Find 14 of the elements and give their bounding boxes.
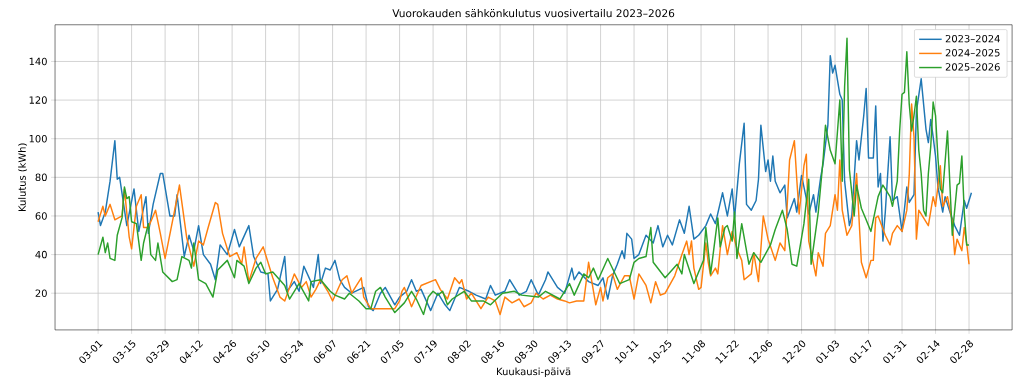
chart-title: Vuorokauden sähkönkulutus vuosivertailu 2023–2026 <box>392 8 675 18</box>
x-axis-title: Kuukausi-päivä <box>497 367 571 377</box>
y-tick-label: 120 <box>29 96 47 104</box>
y-axis-title: Kulutus (kWh) <box>18 143 28 211</box>
legend-label: 2025–2026 <box>945 62 1000 71</box>
y-tick-label: 40 <box>35 250 47 259</box>
y-tick-label: 140 <box>29 57 47 65</box>
y-tick-label: 20 <box>35 289 47 297</box>
y-tick-label: 60 <box>35 211 47 220</box>
y-tick-label: 80 <box>35 173 47 181</box>
legend-label: 2023–2024 <box>945 34 1000 43</box>
line-series <box>97 103 970 315</box>
legend-label: 2024–2025 <box>945 48 1000 57</box>
y-tick-label: 100 <box>29 134 47 143</box>
